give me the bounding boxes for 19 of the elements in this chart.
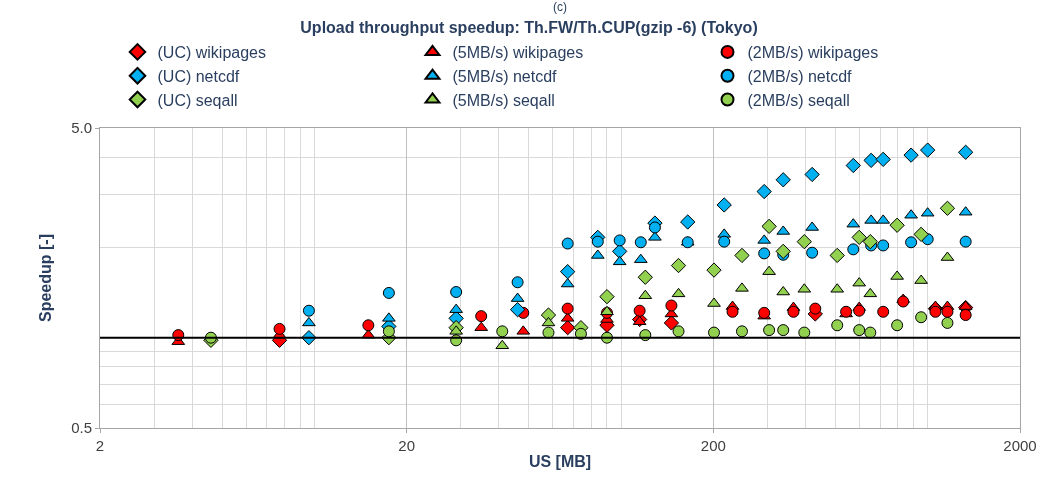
text: (c) (553, 0, 567, 14)
x-tick-label: 20 (398, 437, 416, 454)
legend-label: (UC) wikipages (157, 44, 266, 62)
legend-label: (2MB/s) wikipages (747, 44, 879, 62)
chart-title: Upload throughput speedup: Th.FW/Th.CUP(gzip -6) (Tokyo) (300, 19, 758, 37)
legend-label: (2MB/s) seqall (747, 91, 850, 109)
y-tick-label: 0.5 (71, 419, 92, 437)
x-tick-label: 200 (700, 437, 726, 454)
legend-label: (5MB/s) netcdf (452, 67, 558, 85)
legend-label: (2MB/s) netcdf (747, 67, 853, 85)
x-tick-label: 2 (95, 437, 105, 454)
legend-label: (UC) seqall (157, 91, 238, 109)
legend-label: (UC) netcdf (157, 67, 240, 85)
x-axis-title: US [MB] (528, 452, 592, 470)
x-tick-label: 2000 (1003, 437, 1037, 454)
legend-label: (5MB/s) wikipages (452, 44, 584, 62)
y-axis-title: Speedup [-] (37, 234, 55, 322)
legend-label: (5MB/s) seqall (452, 91, 555, 109)
y-tick-label: 5.0 (71, 119, 92, 137)
